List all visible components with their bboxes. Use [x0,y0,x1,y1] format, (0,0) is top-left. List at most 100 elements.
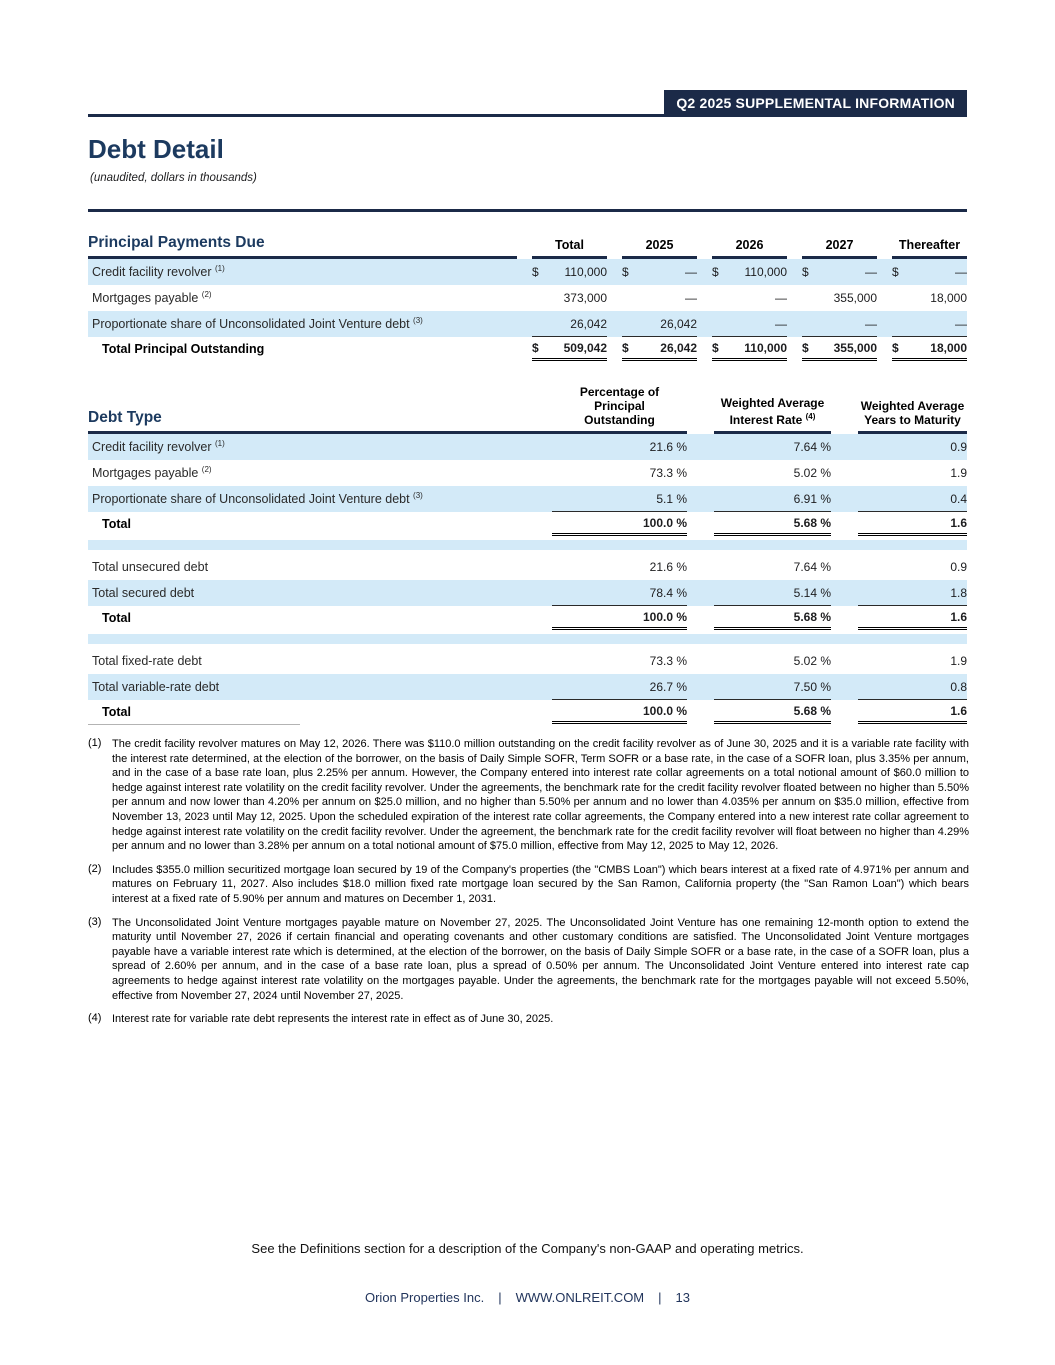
amount-value: — [865,316,877,331]
amount-cell: 373,000 [532,285,607,311]
debt-table-header: Debt Type Percentage of Principal Outstand… [88,385,967,434]
amount-cell: $110,000 [712,337,787,361]
footnotes: (1) The credit facility revolver matures … [88,737,969,1036]
principal-table-header: Principal Payments Due Total 2025 2026 2027… [88,231,967,259]
debt-column-header-1: Percentage of Principal Outstanding [552,385,687,434]
debt-type-table: Debt Type Percentage of Principal Outstand… [88,385,967,724]
amount-cell: 355,000 [802,285,877,311]
principal-column-header-2025: 2025 [622,238,697,259]
section-spacer [88,540,967,550]
total-label: Total Principal Outstanding [102,342,265,356]
footnote: (1) The credit facility revolver matures … [88,737,969,854]
amount-value: 18,000 [930,340,967,355]
percent-sign: % [676,585,687,600]
percent-sign: % [676,679,687,694]
amount-cell: 26,042 [622,311,697,337]
footnote-ref: (3) [413,316,423,326]
percent-sign: % [676,560,687,574]
amount-cell: — [712,285,787,311]
percent-sign: % [820,466,831,480]
percent-sign: % [820,560,831,574]
percent-sign: % [676,491,687,506]
numeric-value: 1.6 [950,703,967,718]
numeric-value: 100.0 [642,609,673,624]
value-cell: 1.9 [858,648,967,674]
amount-cell: $ — [622,259,697,285]
percent-sign: % [820,654,831,668]
value-cell: 1.9 [858,460,967,486]
value-cell: 1.6 [858,700,967,724]
numeric-value: 0.8 [950,679,967,694]
percent-sign: % [820,515,831,530]
row-label: Proportionate share of Unconsolidated Jo… [92,491,423,507]
page-title: Debt Detail [88,134,224,164]
row-label: Mortgages payable (2) [92,290,212,306]
table-row: Mortgages payable (2) 373,000 — — 355,000 18,… [88,285,967,311]
numeric-value: 0.9 [950,440,967,454]
numeric-value: 73.3 [649,654,673,668]
debt-table-title: Debt Type [88,409,552,434]
row-label: Total fixed-rate debt [92,654,202,668]
numeric-value: 5.02 [793,466,817,480]
row-label: Total [102,705,131,719]
footnote-text: Interest rate for variable rate debt rep… [112,1013,554,1026]
footnote-text: The credit facility revolver matures on … [112,738,969,853]
footer-separator: | [658,1290,662,1305]
percent-sign: % [820,703,831,718]
table-row: Credit facility revolver (1) $110,000 $ — $1… [88,259,967,285]
numeric-value: 1.6 [950,515,967,530]
header-line: Percentage of [579,385,660,399]
total-row: Total Principal Outstanding $509,042 $26,0… [88,337,967,361]
value-cell: 0.9 [858,554,967,580]
table-row: Mortgages payable (2) 73.3% 5.02% 1.9 [88,460,967,486]
percent-sign: % [676,466,687,480]
amount-cell: $110,000 [712,259,787,285]
footer-brand-line: Orion Properties Inc. | WWW.ONLREIT.COM | 13 [0,1290,1055,1305]
footnote-text: Includes $355.0 million securitized mort… [112,863,969,905]
value-cell: 21.6% [552,554,687,580]
amount-cell: — [622,285,697,311]
footnote-separator [88,724,300,725]
footnote-ref: (2) [201,465,212,475]
value-cell: 73.3% [552,648,687,674]
header-line: Interest Rate (4) [729,412,816,427]
amount-value: 18,000 [930,291,967,305]
amount-value: — [685,265,697,279]
currency-symbol: $ [892,340,899,355]
value-cell: 5.1% [552,486,687,512]
value-cell: 0.8 [858,674,967,700]
debt-column-header-3: Weighted Average Years to Maturity [858,388,967,434]
table-row: Proportionate share of Unconsolidated Jo… [88,486,967,512]
debt-column-header-2: Weighted Average Interest Rate (4) [714,388,831,434]
footer-company: Orion Properties Inc. [364,1290,485,1305]
value-cell: 5.68% [714,700,831,724]
amount-cell: — [712,311,787,337]
percent-sign: % [820,440,831,454]
amount-cell: — [892,311,967,337]
footer-separator: | [498,1290,502,1305]
amount-value: 373,000 [563,291,607,305]
percent-sign: % [676,654,687,668]
footer-page-number: 13 [675,1290,690,1305]
amount-value: 355,000 [833,291,877,305]
numeric-value: 1.9 [950,654,967,668]
header-line: Outstanding [584,413,655,427]
value-cell: 100.0% [552,700,687,724]
footnote: (4) Interest rate for variable rate debt … [88,1012,969,1027]
amount-value: 26,042 [660,340,697,355]
page-subtitle: (unaudited, dollars in thousands) [90,172,257,184]
numeric-value: 78.4 [649,585,673,600]
percent-sign: % [676,515,687,530]
numeric-value: 5.68 [793,515,817,530]
table-row: Total 100.0% 5.68% 1.6 [88,700,967,724]
table-row: Total fixed-rate debt 73.3% 5.02% 1.9 [88,648,967,674]
amount-value: — [775,291,787,305]
header-line: Principal [594,399,645,413]
value-cell: 5.14% [714,580,831,606]
amount-cell: 26,042 [532,311,607,337]
numeric-value: 5.68 [793,703,817,718]
currency-symbol: $ [802,340,809,355]
row-label: Total variable-rate debt [92,680,220,694]
amount-value: — [955,265,967,279]
numeric-value: 0.9 [950,560,967,574]
